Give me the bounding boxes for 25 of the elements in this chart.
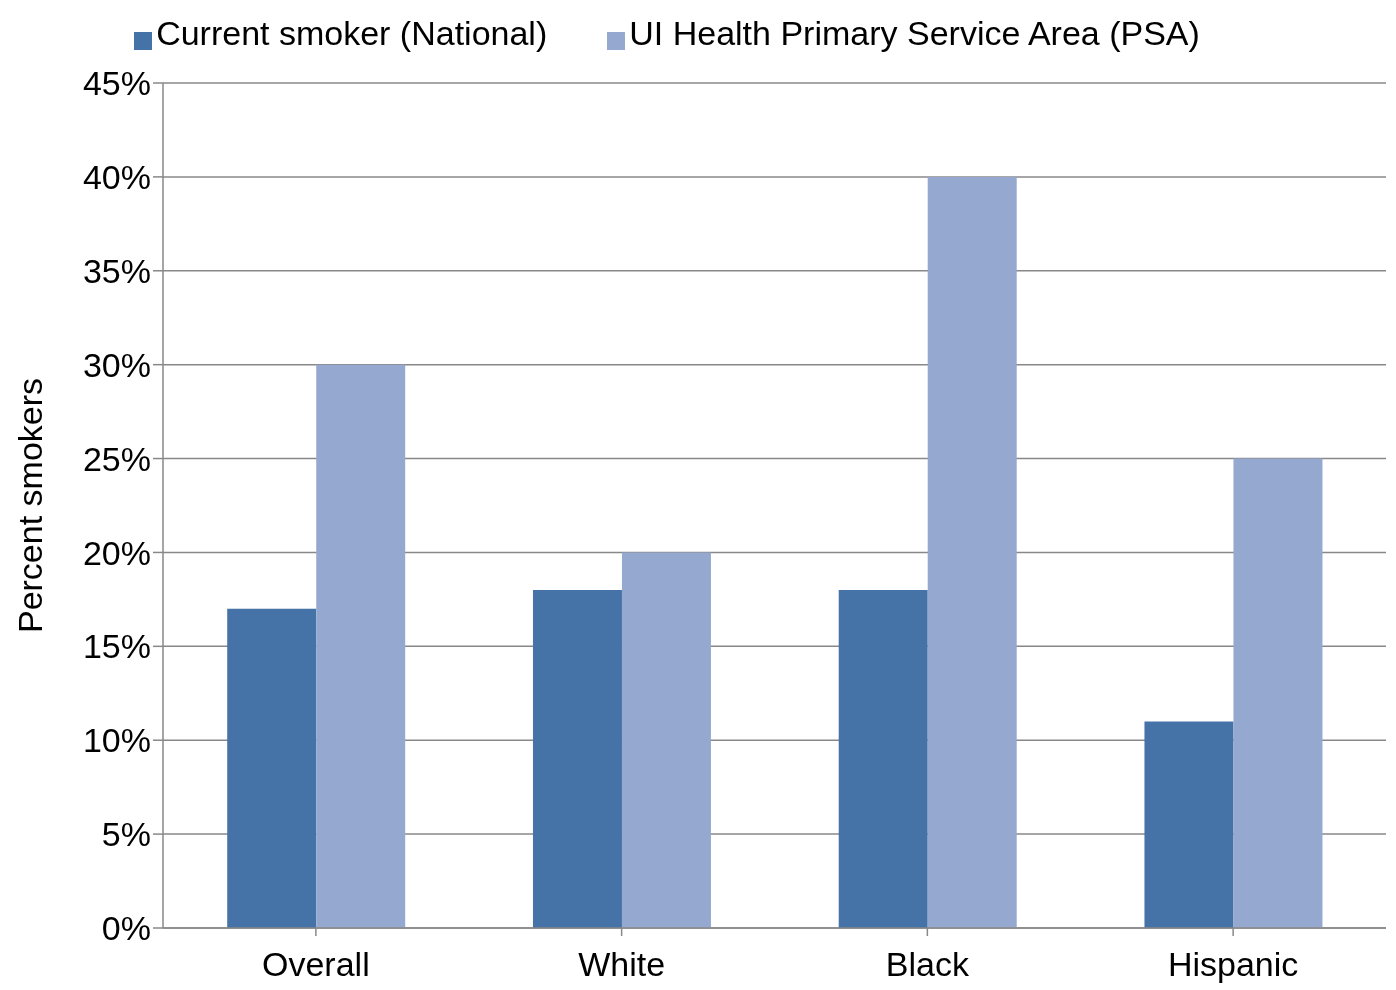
- y-tick-label: 10%: [82, 721, 151, 760]
- bar: [621, 552, 711, 928]
- y-tick-label: 40%: [82, 157, 151, 196]
- y-tick-label: 15%: [82, 627, 151, 666]
- bar: [927, 176, 1017, 928]
- bar: [532, 590, 622, 928]
- bar: [838, 590, 928, 928]
- y-tick-label: 30%: [82, 345, 151, 384]
- y-tick-label: 25%: [82, 439, 151, 478]
- y-tick-label: 45%: [82, 64, 151, 103]
- bar: [1233, 458, 1323, 928]
- y-tick-label: 5%: [101, 815, 151, 854]
- x-tick-label: Overall: [262, 945, 370, 984]
- y-axis-title: Percent smokers: [11, 377, 50, 634]
- y-tick-label: 20%: [82, 533, 151, 572]
- y-tick-label: 35%: [82, 251, 151, 290]
- x-tick-label: Hispanic: [1167, 945, 1299, 984]
- legend-label: UI Health Primary Service Area (PSA): [629, 14, 1200, 52]
- bar: [316, 364, 406, 928]
- y-tick-label: 0%: [101, 909, 151, 948]
- bar: [227, 608, 317, 928]
- legend-label: Current smoker (National): [156, 14, 548, 52]
- x-tick-label: Black: [885, 945, 970, 984]
- x-tick-label: White: [578, 945, 666, 984]
- bar: [1144, 721, 1234, 928]
